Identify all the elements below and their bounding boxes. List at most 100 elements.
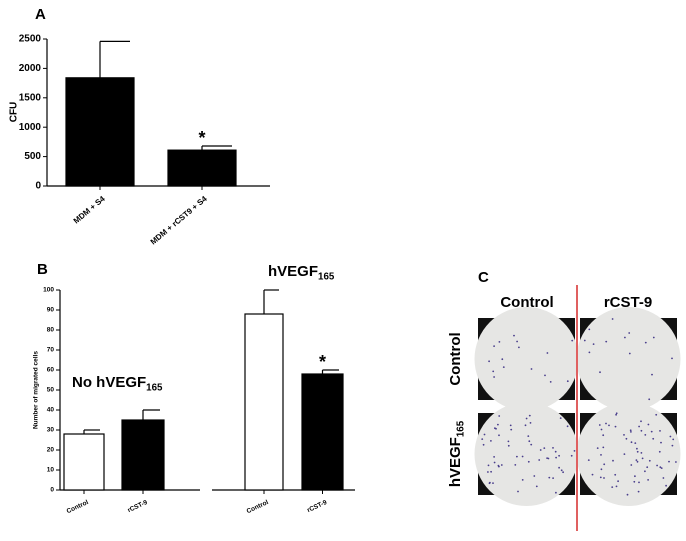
cell-dot [592,343,595,345]
cell-dot [634,442,637,444]
cell-dot [625,437,628,440]
cell-dot [651,373,653,376]
cell-dot [635,459,638,461]
cell-dot [630,464,633,466]
row-label: Control [447,332,464,385]
cell-dot [617,480,619,483]
cell-dot [498,434,500,437]
cell-dot [615,485,618,488]
cell-dot [490,440,492,442]
cell-dot [560,469,563,472]
cell-dot [588,328,591,331]
y-tick-label: 0 [35,181,41,192]
cell-dot [488,482,491,485]
cell-dot [623,453,626,455]
cell-dot [552,447,554,449]
cell-dot [599,371,601,374]
cell-dot [671,357,673,360]
cell-dot [630,431,632,433]
cell-dot [636,450,639,453]
cell-dot [611,486,614,488]
cell-dot [644,470,646,473]
cell-dot [493,461,496,464]
cell-dot [598,424,601,426]
cell-dot [640,429,643,432]
cell-dot [648,398,651,401]
cell-dot [602,434,605,437]
cell-dot [548,476,551,479]
x-tick-label: rCST-9 [306,499,328,514]
cell-dot [530,443,533,446]
cell-dot [640,452,643,454]
cell-dot [544,374,546,377]
y-tick-label: 0 [50,487,54,494]
cell-dot [493,376,495,378]
y-tick-label: 1500 [19,92,42,103]
significance-mark: * [319,352,326,372]
x-tick-label: rCST-9 [127,499,149,514]
cell-dot [675,461,677,463]
cell-dot [498,415,501,417]
cell-dot [603,477,605,479]
row-label-sub: 165 [455,420,466,437]
cell-dot [525,417,528,420]
cell-dot [514,464,517,466]
cell-dot [529,422,532,424]
cell-dot [482,443,485,446]
cell-dot [614,425,617,428]
cell-dot [624,336,626,339]
cell-dot [614,473,617,476]
cell-dot [493,345,495,347]
cell-dot [655,413,658,416]
y-axis-label: CFU [9,102,20,123]
column-label: Control [500,294,553,311]
y-tick-label: 30 [47,427,55,434]
y-tick-label: 40 [47,407,55,414]
cell-dot [552,477,554,479]
cell-dot [487,471,489,473]
micrograph-well [576,307,681,411]
cell-dot [626,493,629,496]
cell-dot [659,466,662,469]
cell-dot [530,368,533,370]
cell-dot [650,430,653,433]
cell-dot [500,464,503,466]
bar [65,77,135,187]
cell-dot [637,490,640,493]
cell-dot [647,479,649,481]
cell-dot [644,434,647,436]
cell-dot [501,358,504,361]
bar [121,419,165,491]
cell-dot [612,459,614,462]
cell-dot [583,339,586,342]
cell-dot [591,473,594,476]
cell-dot [558,466,560,469]
cell-dot [566,380,569,383]
cell-dot [605,340,608,343]
panel-label: B [37,261,48,278]
cell-dot [507,444,510,447]
cell-dot [510,428,513,431]
cell-dot [559,417,562,419]
group-label-main: hVEGF [268,263,318,280]
y-tick-label: 2000 [19,63,42,74]
cell-dot [665,484,667,487]
group-label-sub: 165 [146,382,163,393]
cell-dot [623,434,625,436]
cell-dot [562,471,564,474]
cell-dot [516,340,518,343]
cell-dot [668,460,670,463]
significance-mark: * [198,128,205,148]
bar [167,149,237,187]
cell-dot [533,475,536,477]
cell-dot [527,460,530,463]
cell-dot [602,446,605,449]
cell-dot [652,437,655,440]
y-tick-label: 2500 [19,34,42,45]
cell-dot [600,428,603,431]
cell-dot [608,424,610,427]
cell-dot [543,447,546,449]
cell-dot [555,456,557,459]
cell-dot [646,466,649,469]
cell-dot [640,420,642,423]
